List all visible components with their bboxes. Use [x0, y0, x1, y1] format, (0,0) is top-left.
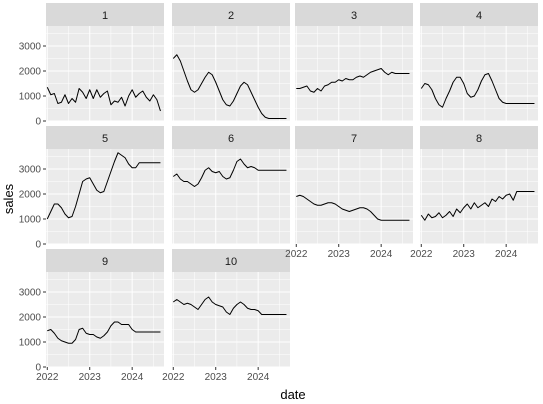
y-tick-label: 1000: [19, 338, 42, 349]
series-line-5: [46, 152, 161, 220]
series-line-8: [420, 191, 535, 221]
panel-background: [46, 149, 164, 244]
y-tick-label: 3000: [19, 42, 42, 53]
y-tick-label: 2000: [19, 190, 42, 201]
y-axis-row-2: 0 1000 2000 3000: [19, 165, 46, 251]
x-tick-label: 2023: [205, 372, 228, 383]
facet-panel-9: 9: [46, 249, 164, 368]
facet-strip-label: 6: [228, 133, 234, 145]
y-tick-label: 3000: [19, 288, 42, 299]
panel-background: [295, 149, 413, 244]
x-tick-label: 2024: [121, 372, 144, 383]
x-tick-label: 2024: [247, 372, 270, 383]
x-tick-label: 2022: [162, 372, 185, 383]
facet-panel-1: 1: [46, 3, 164, 122]
x-tick-label: 2023: [79, 372, 102, 383]
facet-panel-7: 7: [295, 126, 413, 245]
y-tick-label: 2000: [19, 67, 42, 78]
x-tick-label: 2023: [453, 249, 476, 260]
x-tick-label: 2022: [285, 249, 308, 260]
facet-strip: [172, 126, 290, 149]
series-line-9: [47, 321, 161, 344]
x-axis-panel-10: 2022 2023 2024: [162, 367, 270, 383]
facet-strip-label: 8: [476, 133, 482, 145]
y-tick-label: 0: [35, 363, 41, 374]
facet-strip: [172, 249, 290, 272]
panel-background: [46, 26, 164, 121]
panel-background: [172, 26, 290, 121]
facet-panel-5: 5: [46, 126, 164, 245]
facet-panel-8: 8: [420, 126, 538, 245]
y-axis-title: sales: [1, 183, 16, 214]
panel-background: [172, 149, 290, 244]
series-line-6: [172, 158, 287, 187]
y-tick-label: 0: [35, 240, 41, 251]
y-axis-row-1: 0 1000 2000 3000: [19, 42, 46, 128]
facet-strip: [172, 3, 290, 26]
facet-strip-label: 9: [102, 256, 108, 268]
panel-background: [420, 26, 538, 121]
x-tick-label: 2023: [328, 249, 351, 260]
x-axis-panel-7: 2022 2023 2024: [285, 244, 393, 260]
facet-panel-4: 4: [420, 3, 538, 122]
x-tick-label: 2022: [410, 249, 433, 260]
y-tick-label: 1000: [19, 92, 42, 103]
x-tick-label: 2022: [36, 372, 59, 383]
facet-strip: [295, 3, 413, 26]
facet-strip-label: 10: [225, 256, 237, 268]
series-line-10: [172, 296, 287, 315]
x-tick-label: 2024: [370, 249, 393, 260]
facet-strip-label: 3: [351, 10, 357, 22]
series-line-2: [172, 54, 287, 119]
series-line-1: [46, 87, 161, 112]
facet-strip: [46, 126, 164, 149]
x-axis-panel-8: 2022 2023 2024: [410, 244, 518, 260]
y-tick-label: 0: [35, 117, 41, 128]
panel-background: [295, 26, 413, 121]
panel-background: [46, 272, 164, 367]
facet-strip: [420, 3, 538, 26]
x-tick-label: 2024: [495, 249, 518, 260]
panel-background: [420, 149, 538, 244]
series-line-4: [420, 73, 535, 108]
facet-strip: [295, 126, 413, 149]
x-axis-title: date: [280, 387, 305, 402]
facet-strip-label: 5: [102, 133, 108, 145]
facet-panel-10: 10: [172, 249, 290, 368]
facet-strip: [420, 126, 538, 149]
facet-panel-2: 2: [172, 3, 290, 122]
facet-strip-label: 4: [476, 10, 482, 22]
x-axis-panel-9: 2022 2023 2024: [36, 367, 144, 383]
series-line-3: [296, 68, 410, 93]
y-axes: 0 1000 2000 3000 0 1000 2000 3000 0 1000 2000 3000: [19, 42, 46, 374]
facet-panels: 1 2 3 4 5 6 7 8 9 10: [46, 3, 538, 368]
facet-panel-3: 3: [295, 3, 413, 122]
facet-strip: [46, 3, 164, 26]
panel-background: [172, 272, 290, 367]
facet-strip-label: 7: [351, 133, 357, 145]
facet-panel-6: 6: [172, 126, 290, 245]
y-tick-label: 3000: [19, 165, 42, 176]
facet-strip-label: 1: [102, 10, 108, 22]
facet-strip-label: 2: [228, 10, 234, 22]
y-tick-label: 2000: [19, 313, 42, 324]
facet-strip: [46, 249, 164, 272]
y-tick-label: 1000: [19, 215, 42, 226]
series-line-7: [296, 194, 410, 221]
y-axis-row-3: 0 1000 2000 3000: [19, 288, 46, 374]
